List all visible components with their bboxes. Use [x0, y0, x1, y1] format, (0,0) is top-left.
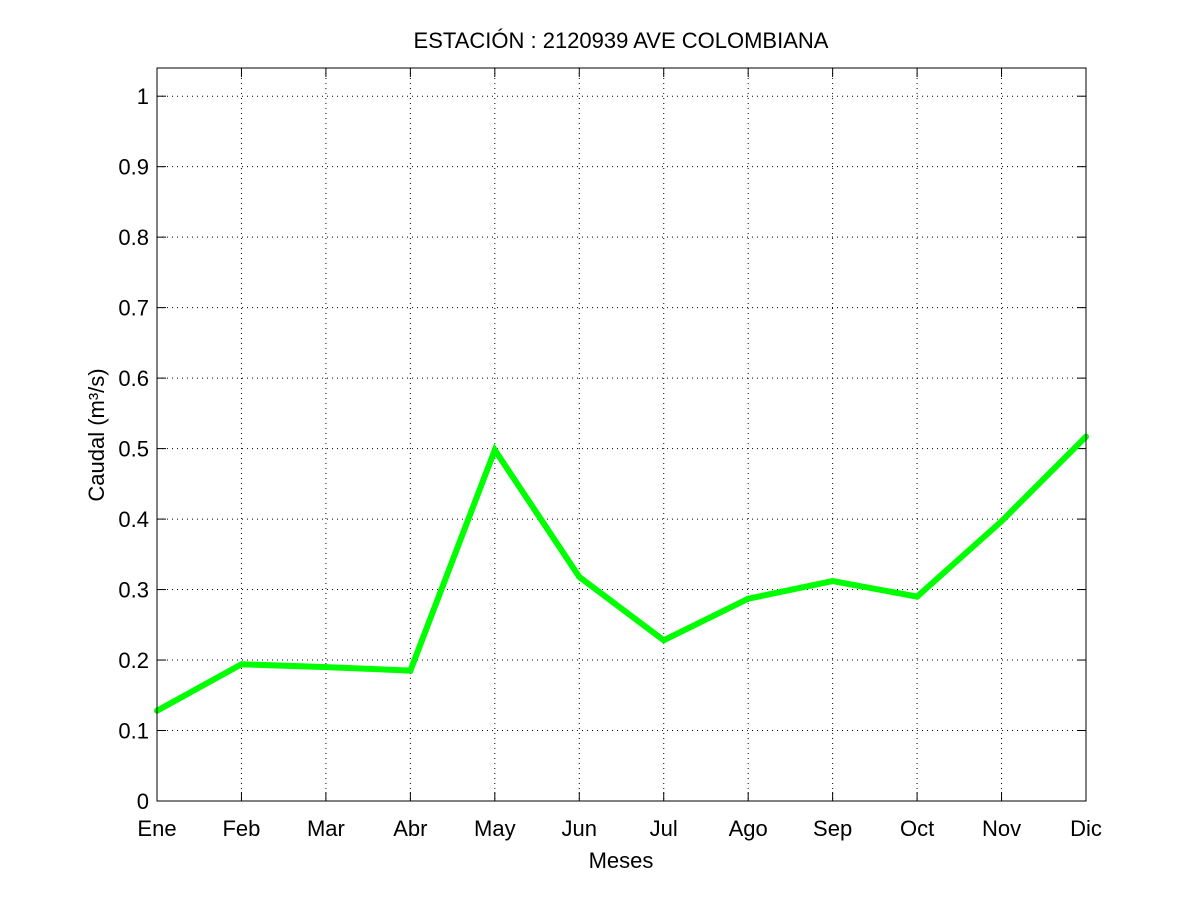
series-line — [155, 434, 1089, 714]
y-tick-label: 1 — [137, 84, 149, 109]
data-point — [576, 573, 583, 580]
tick-marks — [156, 68, 1087, 802]
y-tick-label: 0.7 — [118, 296, 149, 321]
x-tick-label: Ene — [137, 816, 176, 841]
x-tick-label: Jul — [650, 816, 678, 841]
x-tick-label: Nov — [982, 816, 1021, 841]
data-point — [914, 593, 921, 600]
x-tick-label: Jun — [562, 816, 597, 841]
data-point — [829, 578, 836, 585]
x-tick-label: Ago — [729, 816, 768, 841]
grid — [157, 68, 1086, 801]
plot-frame — [156, 67, 1087, 802]
chart-title: ESTACIÓN : 2120939 AVE COLOMBIANA — [414, 28, 829, 53]
data-point — [491, 447, 498, 454]
x-tick-label: Abr — [393, 816, 427, 841]
x-tick-label: Sep — [813, 816, 852, 841]
y-tick-label: 0.8 — [118, 225, 149, 250]
data-point — [660, 637, 667, 644]
plot-area-background — [157, 68, 1086, 801]
x-tick-labels: Ene Feb Mar Abr May Jun Jul Ago Sep Oct Nov Dic — [137, 816, 1101, 841]
x-tick-label: Mar — [307, 816, 345, 841]
y-tick-label: 0 — [137, 789, 149, 814]
y-tick-label: 0.6 — [118, 366, 149, 391]
x-axis-label: Meses — [589, 848, 654, 873]
y-axis-label: Caudal (m³/s) — [84, 368, 109, 501]
x-tick-label: Feb — [222, 816, 260, 841]
y-tick-label: 0.3 — [118, 578, 149, 603]
x-tick-label: May — [474, 816, 516, 841]
y-tick-labels: 0 0.1 0.2 0.3 0.4 0.5 0.6 0.7 0.8 0.9 1 — [118, 84, 149, 814]
y-tick-label: 0.9 — [118, 155, 149, 180]
data-point — [407, 667, 414, 674]
y-tick-label: 0.5 — [118, 437, 149, 462]
x-tick-label: Oct — [900, 816, 934, 841]
data-point — [238, 661, 245, 668]
series-layer — [154, 433, 1089, 714]
x-tick-label: Dic — [1070, 816, 1102, 841]
data-point — [998, 518, 1005, 525]
y-tick-label: 0.1 — [118, 719, 149, 744]
data-point — [745, 595, 752, 602]
y-tick-label: 0.4 — [118, 507, 149, 532]
y-tick-label: 0.2 — [118, 648, 149, 673]
data-point — [322, 664, 329, 671]
